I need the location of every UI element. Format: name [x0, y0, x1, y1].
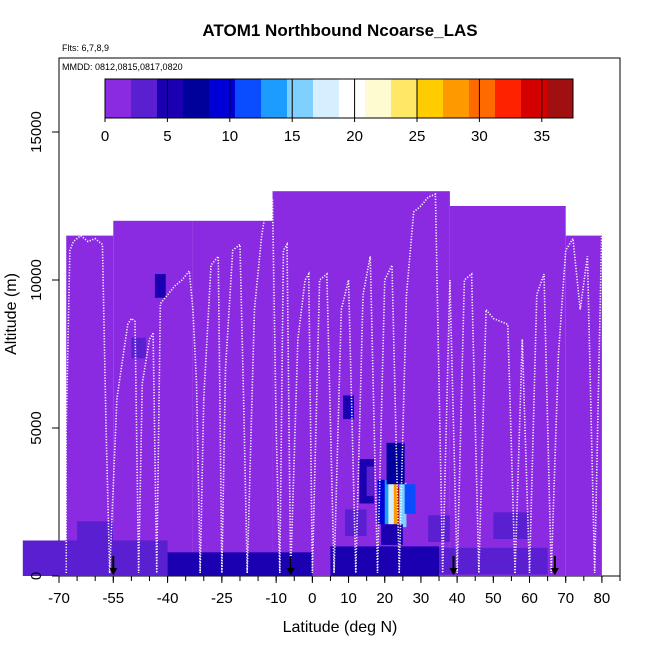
heatmap-cell — [366, 466, 374, 497]
colorbar-tick-label: 0 — [101, 128, 109, 145]
flight-track — [398, 192, 458, 574]
profile-arrow-head — [286, 568, 295, 575]
colorbar-swatch — [469, 79, 496, 118]
colorbar-tick-label: 15 — [284, 128, 301, 145]
colorbar-swatch — [365, 79, 392, 118]
dates-label: MMDD: 0812,0815,0817,0820 — [62, 62, 183, 72]
heatmap-cell — [386, 442, 405, 485]
colorbar-tick-label: 20 — [346, 128, 363, 145]
heatmap-cell — [22, 540, 168, 576]
profile-arrows — [109, 556, 559, 575]
colorbar-swatch — [339, 79, 366, 118]
x-tick-label: 40 — [449, 590, 466, 607]
y-tick-label: 10000 — [28, 259, 45, 301]
colorbar-swatch — [261, 79, 288, 118]
colorbar-swatch — [209, 79, 236, 118]
colorbar-tick-label: 5 — [163, 128, 171, 145]
colorbar-swatch — [313, 79, 340, 118]
y-tick-label: 15000 — [28, 111, 45, 153]
colorbar-swatch — [391, 79, 418, 118]
x-axis-label: Latitude (deg N) — [283, 619, 398, 636]
colorbar-swatch — [547, 79, 574, 118]
x-tick-label: 10 — [340, 590, 357, 607]
heatmap-cell — [493, 512, 530, 539]
y-tick-label: 5000 — [28, 411, 45, 444]
flight-track — [514, 220, 603, 574]
colorbar — [104, 78, 574, 119]
flight-track — [202, 242, 249, 574]
heatmap-cell — [428, 515, 450, 542]
x-tick-label: 0 — [308, 590, 316, 607]
flight-track — [289, 271, 343, 574]
x-tick-label: -40 — [157, 590, 179, 607]
heatmap-cell — [343, 395, 354, 420]
x-tick-label: -55 — [102, 590, 124, 607]
heatmap-cell — [167, 552, 313, 576]
x-tick-label: 30 — [413, 590, 430, 607]
x-tick-label: 80 — [594, 590, 611, 607]
colorbar-tick-label: 10 — [221, 128, 238, 145]
colorbar-swatch — [417, 79, 444, 118]
colorbar-swatch — [443, 79, 470, 118]
x-tick-label: -25 — [211, 590, 233, 607]
colorbar-swatch — [521, 79, 548, 118]
y-axis: 0 5000 10000 15000 — [28, 111, 59, 580]
heatmap-cell — [131, 337, 146, 359]
flights-label: Flts: 6,7,8,9 — [62, 43, 109, 53]
heatmap-cell — [344, 509, 367, 537]
heatmap-cell — [388, 481, 396, 529]
colorbar-swatch — [183, 79, 210, 118]
heatmap-cell — [154, 274, 166, 298]
x-tick-label: -10 — [265, 590, 287, 607]
x-tick-label: -70 — [48, 590, 70, 607]
colorbar-swatch — [131, 79, 158, 118]
heatmap-cell — [399, 482, 407, 528]
flight-track — [152, 269, 205, 574]
y-tick-label: 0 — [28, 572, 45, 580]
heatmap-cell — [404, 484, 416, 514]
flight-tracks — [65, 188, 603, 574]
heatmap-cell — [393, 484, 398, 526]
x-tick-label: 60 — [521, 590, 538, 607]
colorbar-tick-label: 30 — [471, 128, 488, 145]
colorbar-swatch — [157, 79, 184, 118]
coverage-block — [565, 235, 602, 576]
coverage-block — [113, 220, 193, 577]
flight-track — [65, 234, 111, 574]
colorbar-swatch — [105, 79, 132, 118]
profile-arrow-head — [109, 568, 118, 575]
heatmap-cell — [330, 546, 440, 576]
x-tick-label: 50 — [485, 590, 502, 607]
y-axis-label: Altitude (m) — [3, 273, 20, 355]
colorbar-tick-label: 35 — [533, 128, 550, 145]
x-tick-label: 70 — [557, 590, 574, 607]
colorbar-ticks: 0 5 10 15 20 25 30 35 — [101, 79, 550, 145]
heatmap-cells — [22, 274, 548, 576]
colorbar-tick-label: 25 — [409, 128, 426, 145]
profile-arrow-head — [550, 568, 559, 575]
coverage-block — [192, 220, 273, 577]
x-axis: -70 -55 -40 -25 -10 0 10 20 30 40 50 60 70 80 — [48, 576, 621, 607]
flight-track — [246, 188, 292, 574]
colorbar-swatch — [287, 79, 314, 118]
heatmap-cell — [77, 521, 114, 542]
chart-title: ATOM1 Northbound Ncoarse_LAS — [202, 21, 477, 40]
colorbar-swatch — [495, 79, 522, 118]
profile-arrow-head — [449, 568, 458, 575]
x-tick-label: 20 — [376, 590, 393, 607]
colorbar-swatch — [235, 79, 262, 118]
flight-track — [108, 317, 154, 574]
